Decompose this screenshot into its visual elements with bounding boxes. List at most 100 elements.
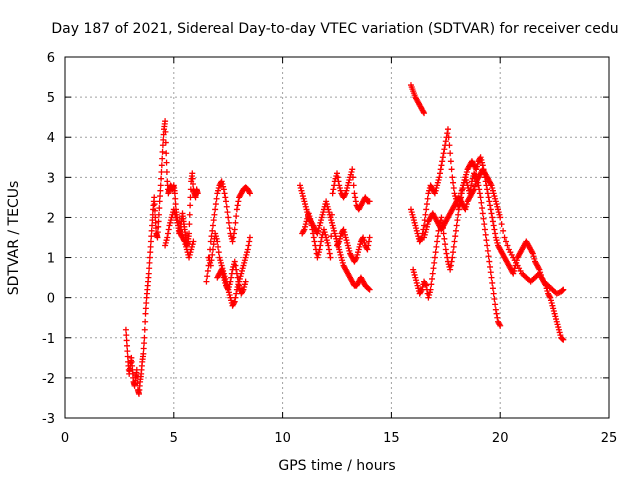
data-point-interp [491, 296, 498, 303]
data-point [242, 278, 249, 285]
data-point [438, 214, 445, 221]
data-point-interp [357, 241, 364, 248]
data-point-interp [422, 281, 429, 288]
data-point [492, 306, 499, 313]
data-point-interp [172, 211, 179, 218]
data-point [488, 274, 495, 281]
data-point [364, 246, 371, 253]
data-point [212, 206, 219, 213]
data-point-interp [442, 241, 449, 248]
data-point [334, 170, 340, 177]
data-point-interp [480, 215, 487, 222]
data-point-interp [479, 205, 486, 212]
data-point [366, 286, 373, 293]
data-point-interp [421, 231, 428, 238]
data-point-interp [489, 185, 496, 192]
data-point-interp [233, 213, 240, 220]
data-point-interp [148, 233, 155, 240]
data-point [412, 222, 419, 229]
data-point-interp [123, 337, 130, 344]
data-point-interp [186, 211, 193, 218]
data-point [209, 222, 216, 229]
data-point-interp [219, 181, 226, 188]
data-point-interp [348, 168, 355, 175]
data-point-interp [498, 221, 505, 228]
data-point-interp [157, 187, 164, 194]
data-point [225, 286, 232, 293]
data-point-interp [172, 195, 179, 202]
data-point [340, 226, 347, 233]
data-point-interp [448, 166, 455, 173]
data-point-interp [331, 227, 338, 234]
x-axis-label: GPS time / hours [278, 458, 395, 474]
data-point-interp [426, 291, 433, 298]
data-point-interp [485, 194, 492, 201]
data-point [484, 186, 491, 193]
data-point [510, 270, 517, 277]
data-point [301, 198, 308, 205]
data-point-interp [204, 267, 211, 274]
data-point-interp [550, 305, 557, 312]
data-point [492, 234, 499, 241]
data-point-interp [315, 227, 322, 234]
data-point [229, 238, 236, 245]
data-point [301, 226, 308, 233]
data-point-interp [352, 255, 359, 262]
data-point [431, 190, 438, 197]
data-point-interp [158, 168, 165, 175]
data-point-interp [343, 237, 350, 244]
data-point-interp [413, 227, 420, 234]
data-point [158, 162, 165, 169]
data-point [172, 214, 179, 221]
data-point-interp [489, 218, 496, 225]
data-point [490, 290, 497, 297]
data-point-interp [436, 170, 443, 177]
data-point-interp [158, 175, 165, 182]
data-point [305, 210, 312, 217]
data-point-interp [410, 217, 417, 224]
data-point-interp [463, 203, 470, 210]
data-point [236, 282, 243, 289]
data-point [314, 254, 321, 261]
data-point-interp [484, 190, 491, 197]
data-point-interp [142, 318, 149, 325]
data-point [479, 210, 486, 217]
data-point-interp [315, 225, 322, 232]
data-point-interp [493, 237, 500, 244]
data-point [240, 286, 247, 293]
data-point [501, 234, 508, 241]
data-point [154, 234, 161, 241]
data-point-interp [224, 209, 231, 216]
data-point-interp [324, 239, 331, 246]
y-axis-label: SDTVAR / TECUs [6, 181, 22, 296]
data-point-interp [204, 273, 211, 280]
data-point-interp [452, 233, 459, 240]
data-point-interp [345, 179, 352, 186]
data-point [209, 246, 216, 253]
data-point-interp [459, 185, 466, 192]
data-point [553, 318, 560, 325]
data-point [231, 298, 238, 305]
data-point-interp [328, 211, 335, 218]
data-point-interp [235, 198, 242, 205]
data-point [329, 190, 336, 197]
data-point-interp [339, 259, 346, 266]
data-point-interp [154, 229, 161, 236]
data-point-interp [167, 217, 174, 224]
data-point [447, 266, 454, 273]
data-point [421, 110, 428, 117]
data-point-interp [147, 249, 154, 256]
data-point-interp [209, 227, 216, 234]
data-point-interp [146, 259, 153, 266]
data-point-interp [346, 177, 353, 184]
data-point [462, 174, 469, 181]
data-point [351, 190, 358, 197]
data-point-interp [409, 211, 416, 218]
y-tick-label: 3 [47, 171, 55, 186]
data-point-interp [336, 235, 343, 242]
data-point-interp [323, 237, 330, 244]
data-point-interp [228, 274, 235, 281]
data-point-interp [487, 269, 494, 276]
data-point-interp [182, 241, 189, 248]
data-point-interp [162, 128, 169, 135]
